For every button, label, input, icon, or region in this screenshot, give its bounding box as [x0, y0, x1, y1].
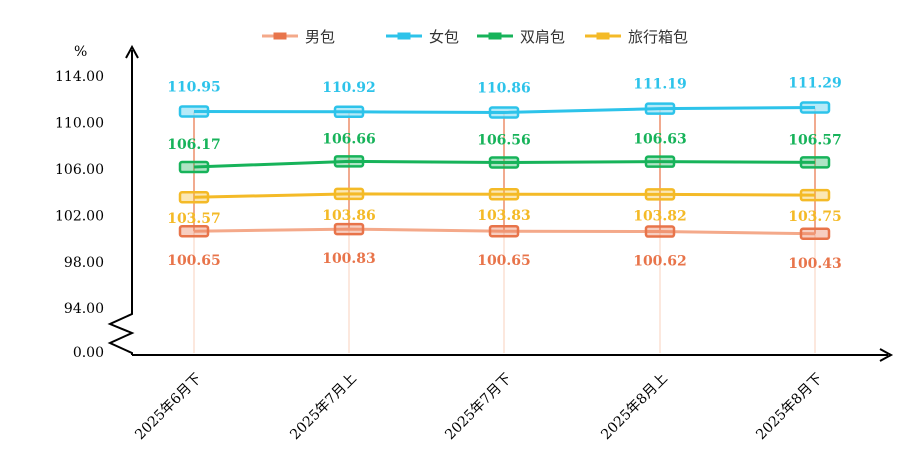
- data-point: [488, 106, 520, 119]
- series-line-2: [193, 159, 816, 169]
- legend-marker: [273, 32, 287, 40]
- legend-item-2: 双肩包: [477, 28, 565, 46]
- y-tick-label: 102.00: [55, 209, 104, 225]
- legend-label: 女包: [429, 28, 459, 46]
- legend-item-0: 男包: [262, 28, 335, 46]
- data-point: [488, 224, 520, 238]
- data-point: [178, 160, 210, 174]
- data-label: 100.65: [477, 253, 531, 269]
- data-point: [644, 102, 676, 115]
- data-point: [799, 101, 831, 114]
- x-tick-label: 2025年8月下: [753, 371, 826, 444]
- data-label: 110.95: [167, 79, 221, 95]
- y-axis: [107, 50, 135, 355]
- data-label: 100.43: [788, 256, 842, 272]
- y-tick-label: 0.00: [73, 345, 104, 361]
- series-group: [178, 101, 831, 241]
- y-tick-label: 94.00: [64, 301, 104, 317]
- series-line-1: [193, 106, 816, 115]
- data-point: [333, 222, 365, 236]
- y-unit-label: %: [74, 44, 87, 60]
- data-point: [644, 155, 676, 168]
- x-tick-label: 2025年7月下: [442, 371, 515, 444]
- legend-label: 男包: [305, 28, 335, 46]
- data-point: [644, 188, 676, 201]
- x-tick-label: 2025年8月上: [598, 371, 671, 444]
- data-point: [178, 105, 210, 118]
- data-label: 103.75: [788, 209, 842, 225]
- y-tick-label: 114.00: [55, 69, 104, 85]
- axes: % 0.00 94.00 98.00 102.00 106.00 110.00 114.00 2…: [55, 44, 894, 444]
- data-label: 106.66: [322, 131, 376, 147]
- data-point: [333, 155, 365, 168]
- legend-marker: [397, 32, 411, 40]
- legend-marker: [596, 32, 610, 40]
- data-label: 103.83: [477, 208, 531, 224]
- data-point: [799, 227, 831, 241]
- legend-item-1: 女包: [386, 28, 459, 46]
- x-tick-label: 2025年7月上: [287, 371, 360, 444]
- series-line-0: [193, 227, 816, 236]
- data-point: [799, 156, 831, 169]
- data-point: [178, 224, 210, 238]
- x-tick-label: 2025年6月下: [132, 371, 205, 444]
- legend-label: 双肩包: [520, 28, 565, 46]
- data-point: [799, 188, 831, 202]
- data-point: [333, 105, 365, 119]
- legend-marker: [488, 32, 502, 40]
- data-label: 111.19: [633, 77, 687, 93]
- data-label: 106.56: [477, 132, 531, 148]
- data-label: 110.86: [477, 81, 531, 97]
- data-label: 103.57: [167, 211, 221, 227]
- y-tick-label: 110.00: [55, 116, 104, 132]
- data-label: 106.17: [167, 137, 221, 153]
- legend-item-3: 旅行箱包: [585, 28, 688, 46]
- series-line-3: [193, 192, 816, 199]
- data-point: [644, 225, 676, 238]
- y-tick-label: 98.00: [64, 255, 104, 271]
- data-label: 103.82: [633, 208, 687, 224]
- x-axis-arrow: [879, 348, 894, 362]
- data-labels: 100.65 100.83 100.65 100.62 100.43 110.95 110.…: [167, 76, 842, 272]
- y-axis-arrow: [125, 44, 139, 59]
- data-label: 111.29: [788, 76, 842, 92]
- data-point: [488, 187, 520, 201]
- data-label: 103.86: [322, 208, 376, 224]
- legend: 男包 女包 双肩包 旅行箱包: [262, 28, 688, 46]
- data-label: 110.92: [322, 80, 376, 96]
- data-point: [178, 190, 210, 204]
- legend-label: 旅行箱包: [628, 28, 688, 46]
- data-label: 100.65: [167, 253, 221, 269]
- data-label: 106.63: [633, 132, 687, 148]
- data-label: 106.57: [788, 132, 842, 148]
- data-label: 100.83: [322, 251, 376, 267]
- data-point: [333, 187, 365, 201]
- y-tick-label: 106.00: [55, 162, 104, 178]
- data-label: 100.62: [633, 254, 687, 270]
- data-point: [488, 156, 520, 169]
